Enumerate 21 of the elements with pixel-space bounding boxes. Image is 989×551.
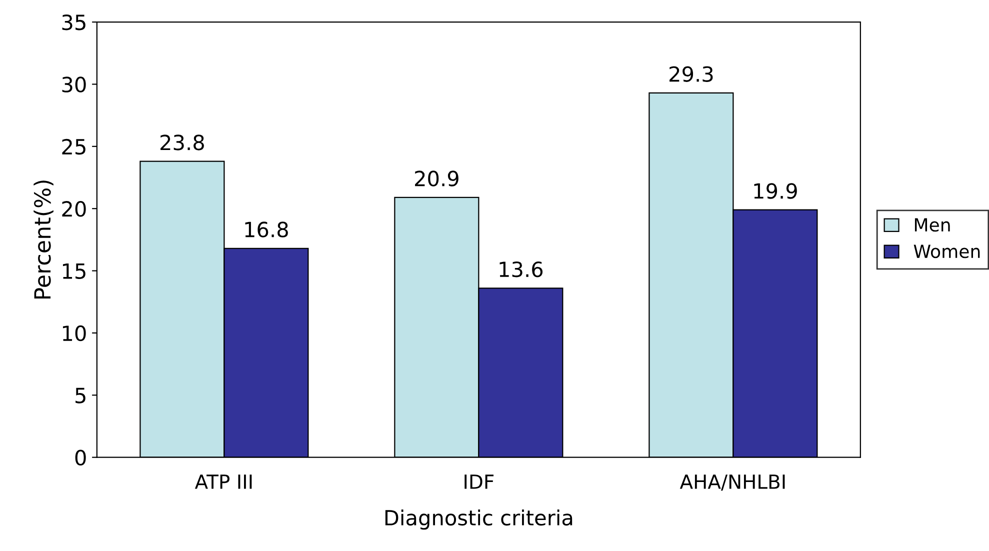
y-tick-label: 5 [76, 388, 86, 404]
x-tick-label: AHA/NHLBI [680, 474, 785, 491]
data-label: 13.6 [500, 261, 543, 278]
data-label: 23.8 [160, 134, 204, 150]
y-tick-label: 25 [62, 138, 86, 155]
y-tick-label: 20 [62, 201, 86, 217]
data-label: 20.9 [415, 170, 458, 186]
y-axis-title: Percent(%) [34, 180, 54, 299]
y-tick-label: 30 [62, 76, 86, 92]
x-tick-label: IDF [464, 474, 494, 489]
data-label: 16.8 [245, 222, 288, 238]
legend-label: Women [914, 244, 980, 258]
y-tick-label: 10 [62, 325, 86, 342]
y-tick-label: 15 [62, 264, 86, 279]
legend-label: Men [914, 218, 950, 232]
x-tick-label: ATP III [194, 474, 252, 489]
data-label: 19.9 [754, 183, 797, 199]
y-tick-label: 35 [62, 14, 86, 30]
y-tick-label: 0 [75, 450, 86, 466]
x-axis-title: Diagnostic criteria [385, 509, 572, 530]
data-label: 29.3 [670, 66, 713, 82]
